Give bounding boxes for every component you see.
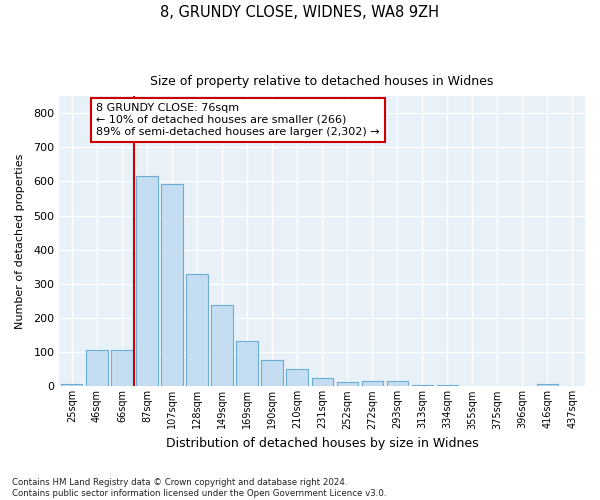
Bar [537, 384, 558, 386]
Title: Size of property relative to detached houses in Widnes: Size of property relative to detached ho… [151, 75, 494, 88]
Bar [262, 360, 283, 386]
Text: 8 GRUNDY CLOSE: 76sqm
← 10% of detached houses are smaller (266)
89% of semi-det: 8 GRUNDY CLOSE: 76sqm ← 10% of detached … [96, 104, 380, 136]
Bar [236, 342, 258, 386]
Bar [86, 350, 107, 387]
Text: Contains HM Land Registry data © Crown copyright and database right 2024.
Contai: Contains HM Land Registry data © Crown c… [12, 478, 386, 498]
Bar [161, 184, 182, 386]
Bar [386, 380, 408, 386]
Bar [412, 385, 433, 386]
Y-axis label: Number of detached properties: Number of detached properties [15, 154, 25, 329]
Bar [286, 370, 308, 386]
Bar [136, 176, 158, 386]
Bar [311, 378, 333, 386]
X-axis label: Distribution of detached houses by size in Widnes: Distribution of detached houses by size … [166, 437, 478, 450]
Bar [61, 384, 82, 386]
Bar [337, 382, 358, 386]
Bar [111, 350, 133, 387]
Bar [437, 385, 458, 386]
Bar [187, 274, 208, 386]
Bar [362, 380, 383, 386]
Text: 8, GRUNDY CLOSE, WIDNES, WA8 9ZH: 8, GRUNDY CLOSE, WIDNES, WA8 9ZH [161, 5, 439, 20]
Bar [211, 306, 233, 386]
